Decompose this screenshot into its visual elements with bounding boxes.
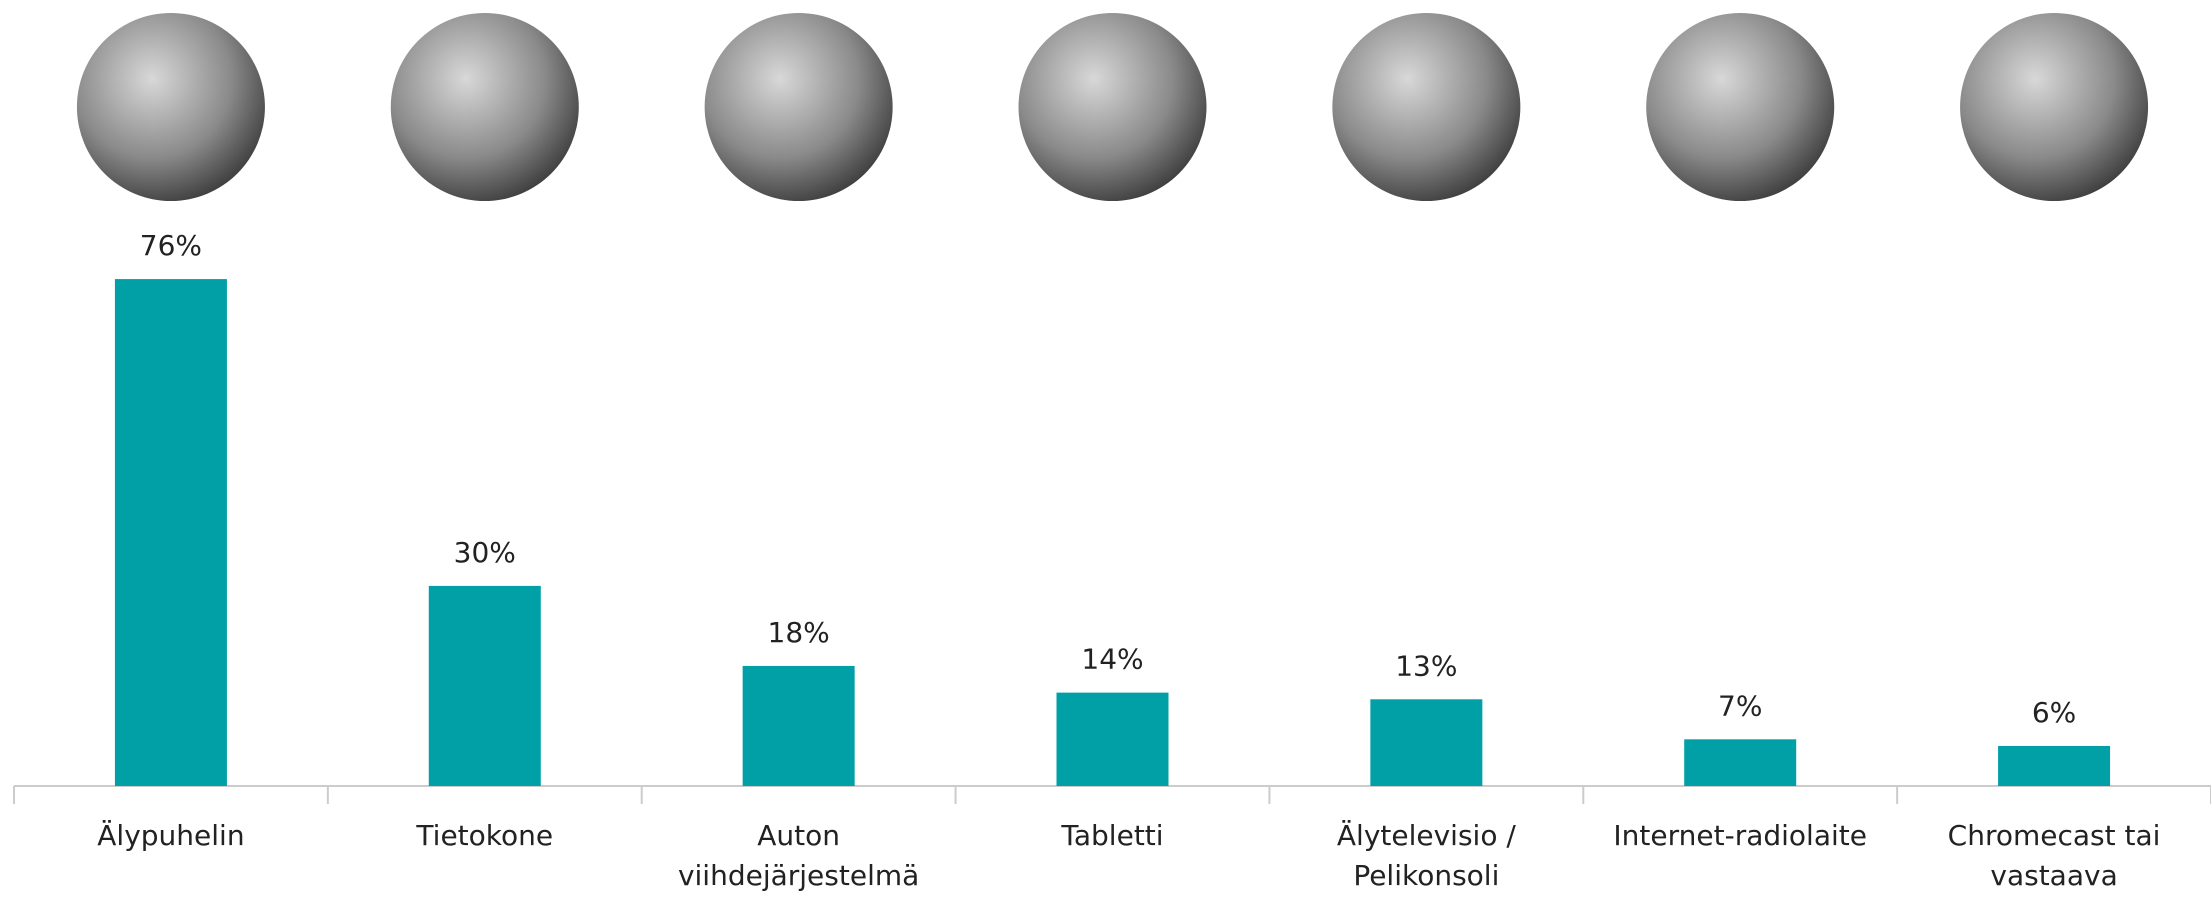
bar: [428, 585, 541, 786]
bar: [1684, 739, 1797, 786]
device-photo: [76, 13, 265, 201]
value-label: 13%: [1395, 649, 1457, 682]
value-label: 14%: [1081, 643, 1143, 676]
category-label: Chromecast tai vastaava: [1947, 819, 2161, 892]
category-label: Älypuhelin: [97, 819, 245, 852]
bar: [1056, 692, 1169, 786]
category-label: Älytelevisio / Pelikonsoli: [1336, 819, 1516, 892]
bar: [742, 665, 855, 786]
value-label: 6%: [2032, 696, 2076, 729]
device-photo: [704, 13, 893, 201]
device-photo: [1018, 13, 1207, 201]
category-label: Tietokone: [416, 819, 554, 852]
device-photo: [390, 13, 579, 201]
value-label: 7%: [1718, 689, 1762, 722]
category-label: Auton viihdejärjestelmä: [677, 819, 920, 892]
bar: [1370, 699, 1483, 786]
value-label: 30%: [454, 536, 516, 569]
category-label: Tabletti: [1061, 819, 1164, 852]
category-label: Internet-radiolaite: [1613, 819, 1867, 852]
device-photo: [1960, 13, 2149, 201]
value-label: 76%: [140, 229, 202, 262]
device-photo: [1332, 13, 1521, 201]
bar: [1998, 745, 2111, 786]
bar: [114, 279, 227, 786]
device-photo: [1646, 13, 1835, 201]
value-label: 18%: [768, 616, 830, 649]
